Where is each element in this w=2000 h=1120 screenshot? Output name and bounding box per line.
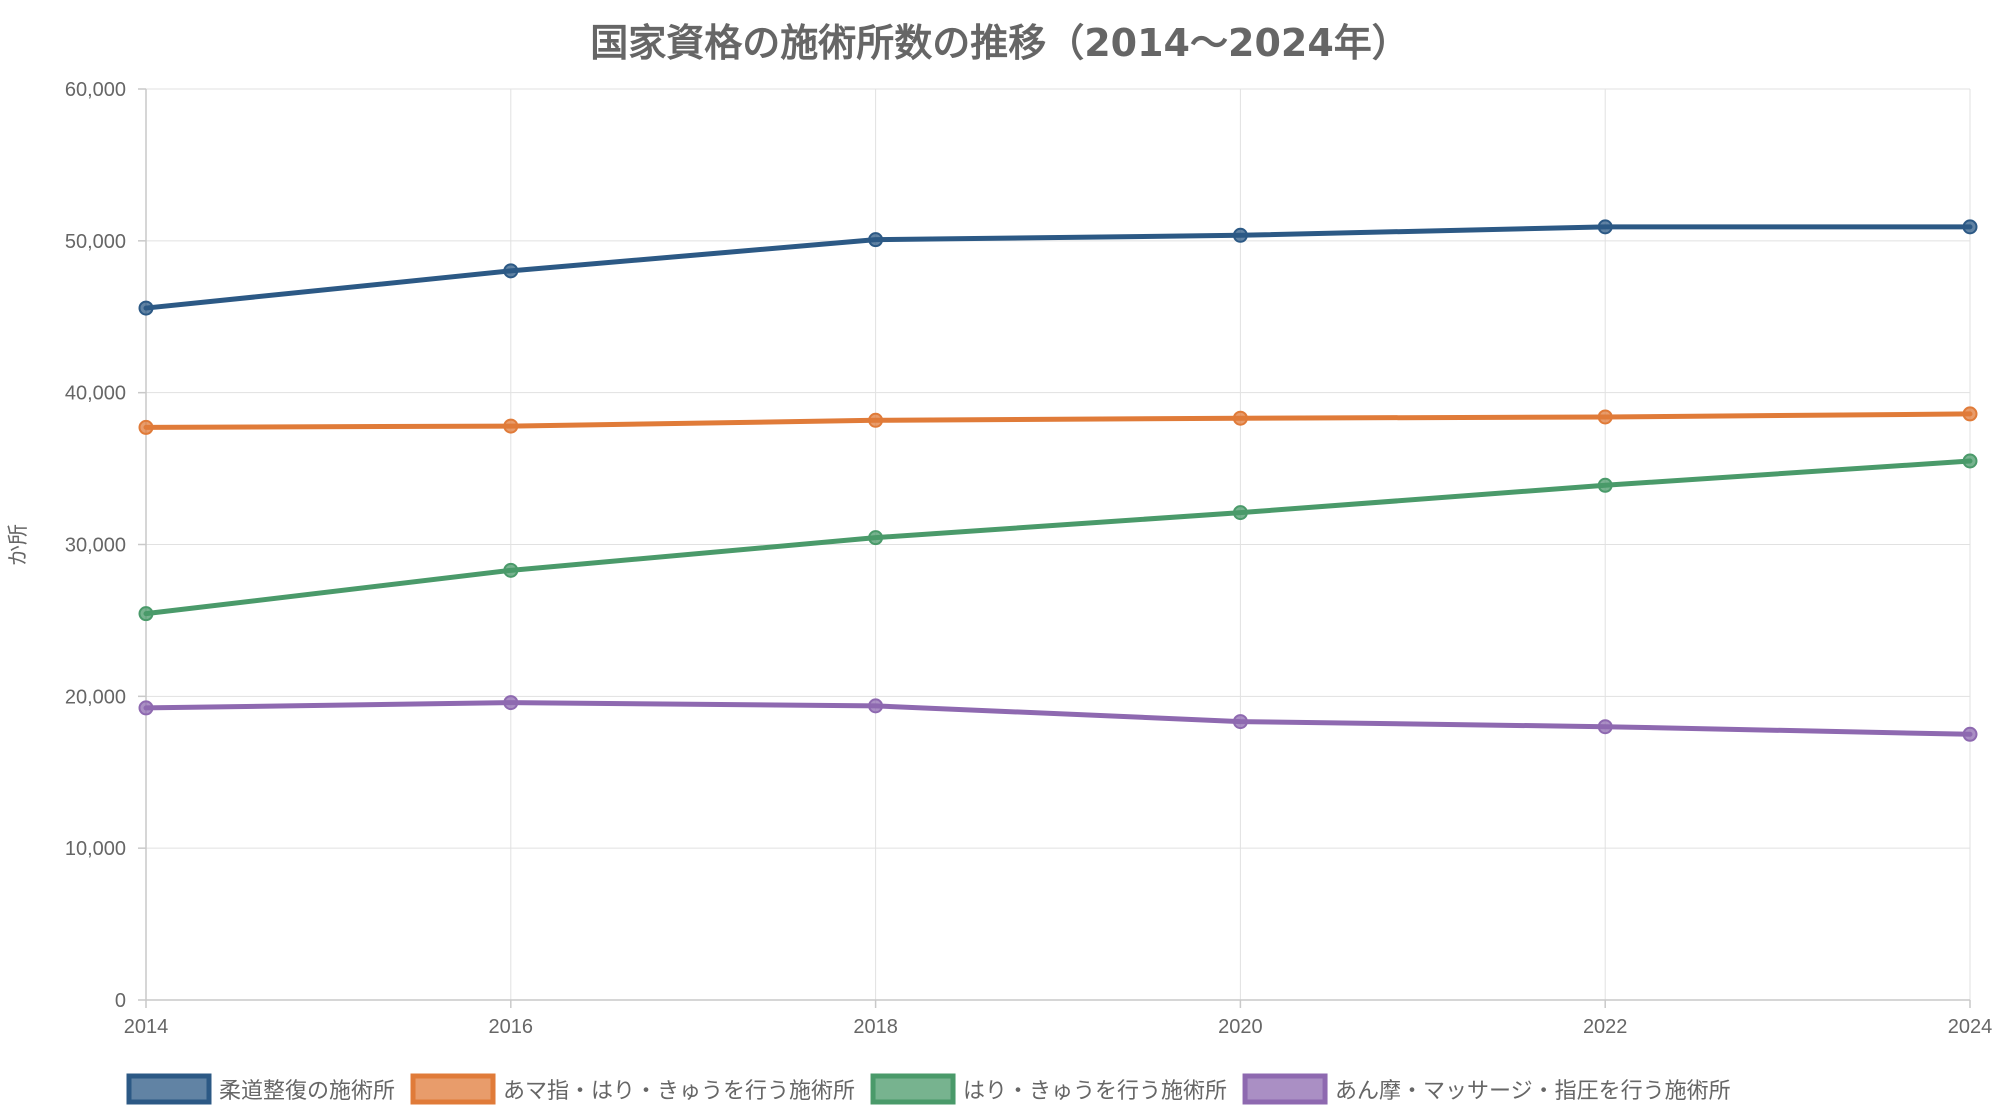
y-tick-label: 50,000 bbox=[65, 231, 126, 253]
y-tick-label: 20,000 bbox=[65, 686, 126, 708]
legend-item[interactable]: あマ指・はり・きゅうを行う施術所 bbox=[410, 1073, 855, 1105]
series-3 bbox=[138, 453, 1978, 622]
legend-swatch bbox=[1242, 1073, 1328, 1105]
series-line bbox=[143, 700, 1973, 737]
data-point[interactable] bbox=[868, 232, 884, 248]
x-tick-label: 2014 bbox=[124, 1016, 169, 1038]
legend: 柔道整復の施術所 あマ指・はり・きゅうを行う施術所 はり・きゅうを行う施術所 あん摩・… bbox=[126, 1073, 1731, 1105]
data-point[interactable] bbox=[1962, 406, 1978, 422]
y-tick-label: 10,000 bbox=[65, 838, 126, 860]
data-point[interactable] bbox=[1232, 714, 1248, 730]
data-point[interactable] bbox=[1597, 219, 1613, 235]
legend-swatch bbox=[870, 1073, 956, 1105]
series-line bbox=[143, 224, 1973, 311]
series-lines bbox=[138, 219, 1978, 742]
data-point[interactable] bbox=[868, 530, 884, 546]
data-point[interactable] bbox=[1232, 410, 1248, 426]
data-point[interactable] bbox=[1597, 719, 1613, 735]
legend-item[interactable]: あん摩・マッサージ・指圧を行う施術所 bbox=[1242, 1073, 1731, 1105]
data-point[interactable] bbox=[503, 562, 519, 578]
legend-item[interactable]: はり・きゅうを行う施術所 bbox=[870, 1073, 1227, 1105]
data-point[interactable] bbox=[1597, 477, 1613, 493]
x-tick-label: 2020 bbox=[1218, 1016, 1263, 1038]
chart-title: 国家資格の施術所数の推移（2014〜2024年） bbox=[590, 21, 1410, 65]
data-point[interactable] bbox=[138, 700, 154, 716]
legend-item[interactable]: 柔道整復の施術所 bbox=[126, 1073, 395, 1105]
data-point[interactable] bbox=[1232, 227, 1248, 243]
data-point[interactable] bbox=[1232, 505, 1248, 521]
axes: 0 10,000 20,000 30,000 40,000 50,000 60,000 201… bbox=[65, 79, 1992, 1038]
data-point[interactable] bbox=[138, 606, 154, 622]
legend-swatch bbox=[126, 1073, 212, 1105]
series-2 bbox=[138, 406, 1978, 435]
data-point[interactable] bbox=[1962, 219, 1978, 235]
series-line bbox=[143, 411, 1973, 430]
legend-label: あマ指・はり・きゅうを行う施術所 bbox=[503, 1079, 855, 1104]
legend-label: 柔道整復の施術所 bbox=[219, 1079, 395, 1104]
y-axis-label: か所 bbox=[6, 524, 30, 566]
y-tick-label: 0 bbox=[115, 990, 126, 1012]
x-tick-label: 2018 bbox=[853, 1016, 898, 1038]
legend-label: あん摩・マッサージ・指圧を行う施術所 bbox=[1335, 1079, 1731, 1104]
y-tick-label: 40,000 bbox=[65, 383, 126, 405]
y-tick-label: 60,000 bbox=[65, 79, 126, 101]
data-point[interactable] bbox=[503, 263, 519, 279]
data-point[interactable] bbox=[1597, 409, 1613, 425]
data-point[interactable] bbox=[503, 418, 519, 434]
data-point[interactable] bbox=[868, 412, 884, 428]
legend-label: はり・きゅうを行う施術所 bbox=[963, 1079, 1227, 1104]
data-point[interactable] bbox=[138, 419, 154, 435]
data-point[interactable] bbox=[868, 698, 884, 714]
series-line bbox=[143, 458, 1973, 617]
x-tick-label: 2024 bbox=[1948, 1016, 1993, 1038]
data-point[interactable] bbox=[1962, 726, 1978, 742]
data-point[interactable] bbox=[1962, 453, 1978, 469]
series-4 bbox=[138, 695, 1978, 742]
data-point[interactable] bbox=[138, 300, 154, 316]
y-tick-label: 30,000 bbox=[65, 535, 126, 557]
legend-swatch bbox=[410, 1073, 496, 1105]
data-point[interactable] bbox=[503, 695, 519, 711]
x-tick-label: 2022 bbox=[1583, 1016, 1628, 1038]
series-1 bbox=[138, 219, 1978, 316]
x-tick-label: 2016 bbox=[489, 1016, 534, 1038]
